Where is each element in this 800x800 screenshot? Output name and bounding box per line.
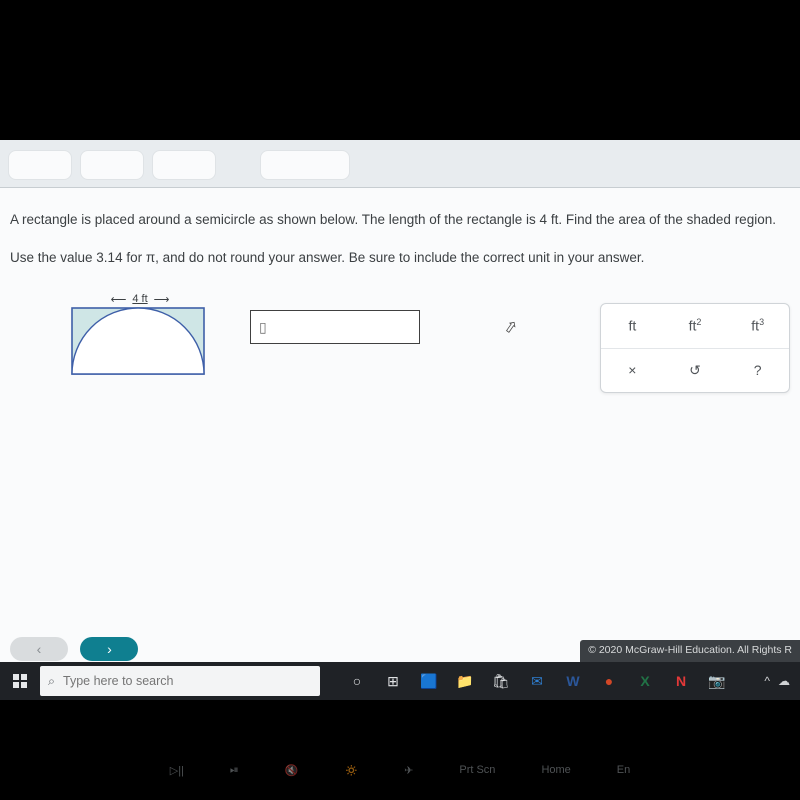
start-button[interactable]: [0, 662, 40, 700]
cursor-icon: ⬀: [503, 315, 520, 337]
cortana-icon[interactable]: ○: [340, 662, 374, 700]
edge-icon[interactable]: 🟦: [412, 662, 446, 700]
dimension-label: 4 ft: [132, 293, 147, 305]
tab[interactable]: [8, 150, 72, 180]
dim-arrow-right: ⟶: [154, 293, 170, 306]
store-icon[interactable]: 🛍: [484, 662, 518, 700]
taskview-icon[interactable]: ⊞: [376, 662, 410, 700]
windows-icon: [13, 674, 27, 688]
copyright: © 2020 McGraw-Hill Education. All Rights…: [580, 640, 800, 662]
tab[interactable]: [260, 150, 350, 180]
browser-tabbar: [0, 140, 800, 188]
explorer-icon[interactable]: 📁: [448, 662, 482, 700]
undo-button[interactable]: ↺: [664, 362, 727, 379]
unit-panel: ft ft2 ft3 × ↺: [600, 303, 790, 393]
kb-key: ⏯: [230, 764, 239, 777]
keyboard-edge: ▷|| ⏯ 🔇 🔅 ✈ Prt Scn Home En: [0, 740, 800, 800]
camera-icon[interactable]: 📷: [700, 662, 734, 700]
netflix-icon[interactable]: N: [664, 662, 698, 700]
dim-arrow-left: ⟵: [111, 293, 127, 306]
taskbar-search[interactable]: ⌕: [40, 666, 320, 696]
unit-ft[interactable]: ft: [601, 317, 664, 334]
prev-button[interactable]: ‹: [10, 637, 68, 661]
unit-ft2[interactable]: ft2: [664, 317, 727, 334]
kb-key: ✈: [404, 764, 413, 777]
unit-ft3[interactable]: ft3: [726, 317, 789, 334]
clear-button[interactable]: ×: [601, 362, 664, 378]
problem-content: A rectangle is placed around a semicircl…: [0, 188, 800, 636]
problem-line-1: A rectangle is placed around a semicircl…: [10, 210, 790, 230]
kb-key: 🔇: [285, 764, 299, 777]
search-input[interactable]: [63, 674, 312, 688]
tray-chevron-icon[interactable]: ^: [764, 674, 770, 688]
mail-icon[interactable]: ✉: [520, 662, 554, 700]
kb-key: Home: [541, 764, 570, 776]
search-icon: ⌕: [48, 674, 55, 689]
system-tray[interactable]: ^ ☁: [764, 674, 800, 688]
kb-key: Prt Scn: [459, 764, 495, 776]
windows-taskbar: ⌕ ○ ⊞ 🟦 📁 🛍 ✉ W ● X N 📷 ^ ☁: [0, 662, 800, 700]
help-button[interactable]: ?: [726, 362, 789, 378]
problem-text: A rectangle is placed around a semicircl…: [10, 210, 790, 269]
taskbar-apps: ○ ⊞ 🟦 📁 🛍 ✉ W ● X N 📷: [340, 662, 734, 700]
excel-icon[interactable]: X: [628, 662, 662, 700]
kb-key: ▷||: [170, 764, 184, 777]
powerpoint-icon[interactable]: ●: [592, 662, 626, 700]
semicircle-in-rectangle-svg: [70, 306, 206, 378]
tab[interactable]: [80, 150, 144, 180]
figure: ⟵ 4 ft ⟶: [10, 293, 210, 383]
word-icon[interactable]: W: [556, 662, 590, 700]
next-button[interactable]: ›: [80, 637, 138, 661]
kb-key: 🔅: [344, 764, 358, 777]
answer-input[interactable]: [250, 310, 420, 344]
laptop-screen: A rectangle is placed around a semicircl…: [0, 140, 800, 700]
tab[interactable]: [152, 150, 216, 180]
tray-cloud-icon[interactable]: ☁: [778, 674, 790, 688]
problem-line-2: Use the value 3.14 for π, and do not rou…: [10, 248, 790, 268]
answer-area: ⬀: [250, 293, 560, 344]
kb-key: En: [617, 764, 630, 776]
